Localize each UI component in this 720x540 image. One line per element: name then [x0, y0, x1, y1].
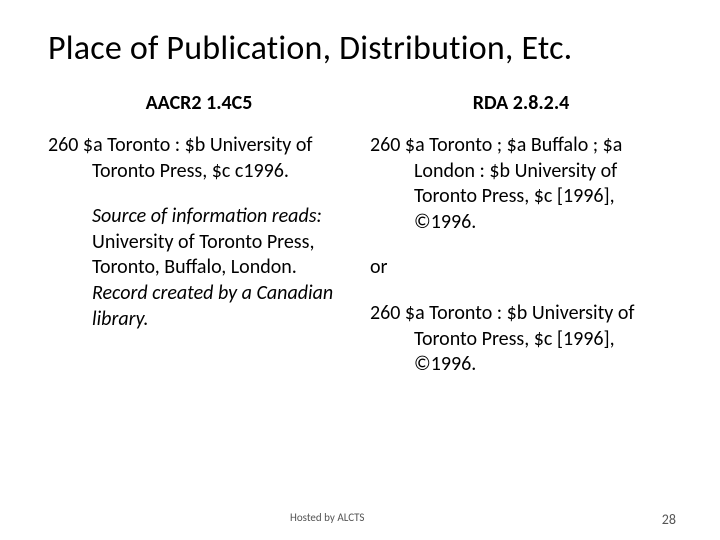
page-title: Place of Publication, Distribution, Etc.: [48, 28, 672, 69]
two-column-layout: AACR2 1.4C5 260 $a Toronto : $b Universi…: [48, 91, 672, 398]
left-source-block: Source of information reads: University …: [48, 204, 350, 332]
right-marc-entry-1: 260 $a Toronto ; $a Buffalo ; $a London …: [370, 133, 672, 235]
slide: Place of Publication, Distribution, Etc.…: [0, 0, 720, 540]
footer-host-text: Hosted by ALCTS: [290, 511, 364, 524]
right-column-header: RDA 2.8.2.4: [370, 91, 672, 115]
source-body: University of Toronto Press, Toronto, Bu…: [92, 230, 314, 280]
left-column-header: AACR2 1.4C5: [48, 91, 350, 115]
slide-footer: Hosted by ALCTS 28: [0, 511, 720, 524]
source-trail: Record created by a Canadian library.: [92, 281, 333, 331]
or-separator: or: [370, 255, 672, 281]
right-column: RDA 2.8.2.4 260 $a Toronto ; $a Buffalo …: [370, 91, 672, 398]
right-marc-entry-2: 260 $a Toronto : $b University of Toront…: [370, 301, 672, 378]
page-number: 28: [662, 511, 676, 528]
left-marc-entry: 260 $a Toronto : $b University of Toront…: [48, 133, 350, 184]
source-lead: Source of information reads:: [92, 204, 322, 228]
left-column: AACR2 1.4C5 260 $a Toronto : $b Universi…: [48, 91, 350, 398]
